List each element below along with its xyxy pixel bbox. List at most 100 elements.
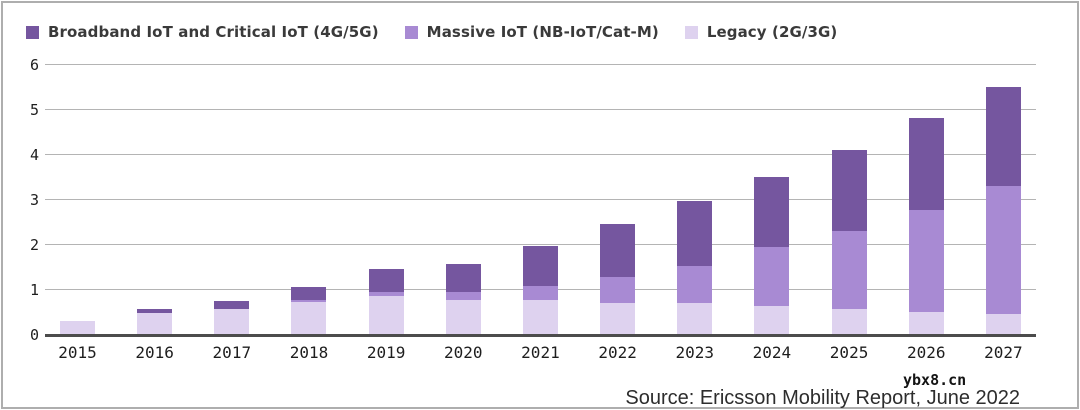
source-text: Source: Ericsson Mobility Report, June 2…	[625, 387, 1020, 409]
y-tick-label-0: 0	[29, 326, 39, 344]
bar-segment-legacy	[60, 320, 95, 334]
x-tick-slot-2015: 2015	[58, 343, 97, 362]
bar-segment-legacy	[600, 302, 636, 334]
bars-container	[45, 65, 1036, 334]
x-tick-slot-2019: 2019	[366, 343, 406, 362]
bar-2016	[137, 309, 173, 334]
x-tick-label-2017: 2017	[212, 343, 252, 362]
bar-2021	[522, 246, 558, 334]
x-tick-slot-2020: 2020	[444, 343, 483, 362]
bar-2023	[677, 201, 713, 334]
x-tick-label-2022: 2022	[598, 343, 637, 362]
bar-segment-legacy	[754, 306, 790, 334]
bar-2022	[600, 223, 636, 334]
x-tick-label-2018: 2018	[289, 343, 329, 362]
bar-segment-legacy	[677, 303, 713, 334]
x-tick-slot-2022: 2022	[598, 343, 637, 362]
y-tick-label-3: 3	[29, 191, 39, 209]
bar-segment-massive	[754, 246, 790, 307]
bar-segment-massive	[677, 265, 713, 304]
legend-label-massive: Massive IoT (NB-IoT/Cat-M)	[426, 23, 659, 41]
bar-2024	[754, 176, 790, 334]
legend-item-broadband: Broadband IoT and Critical IoT (4G/5G)	[26, 23, 379, 41]
legacy-swatch-icon	[684, 25, 698, 39]
bar-segment-legacy	[985, 313, 1021, 334]
bar-segment-broadband	[677, 201, 713, 266]
bar-2017	[214, 301, 250, 334]
bar-segment-massive	[368, 292, 404, 296]
bar-segment-massive	[831, 231, 867, 310]
bar-segment-legacy	[445, 300, 481, 334]
bar-segment-legacy	[522, 299, 558, 334]
bar-segment-legacy	[908, 311, 944, 334]
x-tick-label-2024: 2024	[752, 343, 792, 362]
x-tick-slot-2025: 2025	[829, 343, 869, 362]
watermark-text: ybx8.cn	[903, 371, 967, 389]
x-tick-label-2015: 2015	[58, 343, 97, 362]
gridline-4	[45, 154, 1036, 155]
x-tick-label-2016: 2016	[135, 343, 174, 362]
bar-segment-legacy	[137, 312, 173, 334]
bar-2020	[445, 264, 481, 334]
x-tick-label-2023: 2023	[675, 343, 715, 362]
x-tick-slot-2016: 2016	[135, 343, 174, 362]
x-tick-slot-2021: 2021	[521, 343, 560, 362]
x-tick-label-2027: 2027	[984, 343, 1023, 362]
gridline-2	[45, 244, 1036, 245]
gridline-3	[45, 199, 1036, 200]
bar-segment-massive	[522, 285, 558, 300]
x-tick-slot-2018: 2018	[289, 343, 329, 362]
bar-segment-broadband	[985, 86, 1021, 187]
y-tick-label-4: 4	[29, 146, 39, 164]
bar-segment-massive	[445, 292, 481, 301]
legend-label-legacy: Legacy (2G/3G)	[706, 23, 838, 41]
x-axis-labels: 2015 2016 2017 2018 2019 2020 2021 2022 2023 2024…	[45, 343, 1036, 362]
bar-2019	[368, 268, 404, 334]
x-tick-slot-2027: 2027	[984, 343, 1023, 362]
bar-segment-broadband	[600, 223, 636, 277]
bar-segment-broadband	[445, 264, 481, 293]
bar-2026	[908, 118, 944, 334]
x-tick-label-2019: 2019	[366, 343, 406, 362]
legend: Broadband IoT and Critical IoT (4G/5G) Ma…	[26, 23, 837, 41]
bar-segment-massive	[908, 210, 944, 312]
x-tick-label-2021: 2021	[521, 343, 560, 362]
y-tick-label-5: 5	[29, 101, 39, 119]
bar-segment-massive	[985, 186, 1021, 314]
bar-segment-legacy	[214, 309, 250, 334]
y-tick-label-1: 1	[29, 281, 39, 299]
bar-segment-broadband	[137, 309, 173, 313]
bar-segment-broadband	[214, 301, 250, 310]
y-tick-label-2: 2	[29, 236, 39, 254]
x-tick-slot-2024: 2024	[752, 343, 792, 362]
bar-segment-legacy	[368, 295, 404, 334]
bar-2025	[831, 149, 867, 334]
bar-segment-broadband	[754, 176, 790, 247]
legend-item-legacy: Legacy (2G/3G)	[684, 23, 838, 41]
x-axis-line	[45, 334, 1036, 337]
x-tick-slot-2023: 2023	[675, 343, 715, 362]
y-axis-labels: 0 1 2 3 4 5 6	[13, 56, 39, 344]
gridline-5	[45, 109, 1036, 110]
bar-segment-broadband	[908, 118, 944, 211]
x-tick-label-2025: 2025	[829, 343, 869, 362]
bar-2015	[60, 320, 95, 334]
x-tick-slot-2026: 2026	[906, 343, 946, 362]
massive-swatch-icon	[404, 25, 418, 39]
bar-2027	[985, 86, 1021, 334]
legend-label-broadband: Broadband IoT and Critical IoT (4G/5G)	[48, 23, 379, 41]
y-tick-label-6: 6	[29, 56, 39, 74]
x-tick-label-2020: 2020	[444, 343, 483, 362]
bar-segment-broadband	[291, 286, 327, 301]
bar-segment-broadband	[831, 149, 867, 232]
bar-segment-broadband	[522, 246, 558, 286]
x-tick-slot-2017: 2017	[212, 343, 252, 362]
bar-segment-legacy	[831, 309, 867, 334]
legend-item-massive: Massive IoT (NB-IoT/Cat-M)	[404, 23, 659, 41]
plot-area	[45, 64, 1036, 337]
x-tick-label-2026: 2026	[906, 343, 946, 362]
bar-segment-massive	[291, 300, 327, 302]
bar-segment-legacy	[291, 301, 327, 334]
gridline-6	[45, 64, 1036, 65]
bar-segment-massive	[600, 276, 636, 303]
